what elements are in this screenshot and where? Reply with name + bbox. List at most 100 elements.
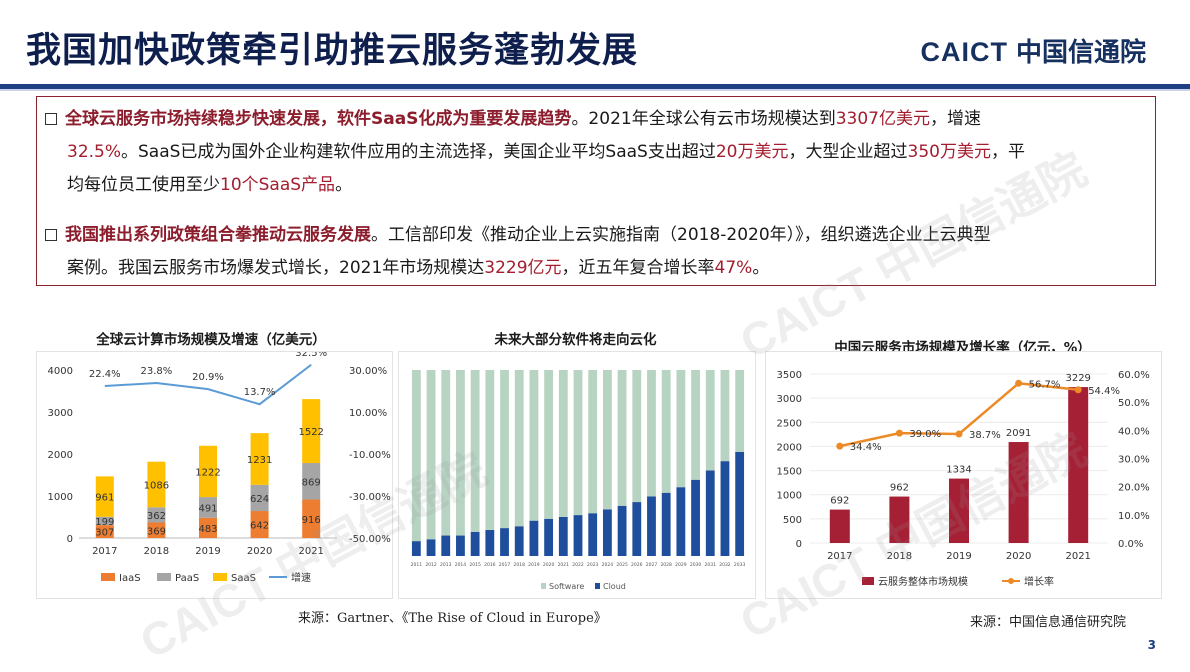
header-rule-light bbox=[0, 89, 1190, 91]
bar-segment-software bbox=[485, 370, 495, 530]
line-data-label: 32.5% bbox=[295, 352, 327, 359]
x-tick-label: 2023 bbox=[587, 562, 599, 568]
y-right-tick-label: 50.0% bbox=[1118, 398, 1150, 409]
x-tick-label: 2032 bbox=[719, 562, 731, 568]
bar-data-label: 1522 bbox=[298, 427, 323, 438]
bar-segment-cloud bbox=[426, 539, 436, 556]
x-tick-label: 2021 bbox=[558, 562, 570, 568]
legend-label: PaaS bbox=[175, 573, 199, 584]
chart2-panel: 2011 2012 2013 2014 2015 2016 2017 2018 2019 2020… bbox=[398, 351, 756, 599]
bar-segment-cloud bbox=[661, 492, 671, 556]
y-left-tick-label: 3000 bbox=[777, 394, 802, 405]
highlight-value: 10个SaaS产品 bbox=[220, 175, 336, 195]
legend-swatch bbox=[101, 573, 115, 581]
highlight-value: 350万美元 bbox=[907, 142, 991, 162]
bar-segment-software bbox=[661, 370, 671, 493]
bar-segment-saas bbox=[95, 476, 114, 517]
bar-segment-software bbox=[617, 370, 627, 506]
x-tick-label: 2017 bbox=[499, 562, 511, 568]
text-run: 均每位员工使用至少 bbox=[67, 175, 220, 195]
x-tick-label: 2021 bbox=[298, 546, 323, 557]
bar-data-label: 642 bbox=[250, 521, 269, 532]
bar-segment-iaas bbox=[199, 517, 217, 538]
bar bbox=[829, 509, 850, 543]
legend-label: 云服务整体市场规模 bbox=[878, 575, 968, 588]
growth-line bbox=[104, 363, 312, 406]
x-tick-label: 2018 bbox=[513, 562, 525, 568]
bar-segment-saas bbox=[147, 461, 166, 508]
bar-segment-cloud bbox=[676, 487, 686, 556]
x-tick-label: 2026 bbox=[631, 562, 643, 568]
legend-label: Cloud bbox=[603, 582, 626, 591]
y-right-tick-label: 0.0% bbox=[1118, 539, 1143, 550]
highlight-value: 47% bbox=[714, 258, 753, 278]
bar-segment-software bbox=[456, 370, 465, 536]
growth-rate-point bbox=[1074, 386, 1082, 394]
legend-swatch bbox=[595, 583, 600, 589]
bar-segment-software bbox=[720, 370, 730, 462]
y-left-tick-label: 2000 bbox=[777, 442, 802, 453]
line-data-label: 22.4% bbox=[89, 369, 121, 380]
bar-segment-software bbox=[441, 370, 451, 536]
x-tick-label: 2017 bbox=[827, 551, 852, 562]
line-data-label: 54.4% bbox=[1088, 386, 1120, 397]
bar-segment-software bbox=[691, 370, 700, 480]
bar-segment-cloud bbox=[485, 529, 495, 556]
bullet-2-headline: 我国推出系列政策组合拳推动云服务发展 bbox=[65, 225, 371, 245]
bar-data-label: 916 bbox=[302, 515, 321, 526]
legend-label: 增长率 bbox=[1024, 575, 1054, 588]
line-data-label: 23.8% bbox=[141, 366, 173, 377]
text-run: 。 bbox=[752, 258, 770, 278]
line-data-label: 34.4% bbox=[850, 442, 882, 453]
y-right-tick-label: 40.0% bbox=[1118, 426, 1150, 437]
bar-data-label: 1086 bbox=[144, 480, 169, 491]
x-tick-label: 2022 bbox=[572, 562, 584, 568]
y-left-tick-label: 1000 bbox=[48, 492, 73, 503]
legend-marker bbox=[1008, 578, 1014, 584]
bar-segment-software bbox=[514, 370, 524, 527]
bar-data-label: 199 bbox=[95, 517, 114, 528]
bar-segment-cloud bbox=[500, 528, 509, 556]
bar-segment-software bbox=[632, 370, 642, 503]
y-right-tick-label: -50.00% bbox=[349, 534, 391, 545]
global-cloud-chart: 0 1000 2000 3000 4000 -50.00% -30.00% -10.00% 10… bbox=[48, 348, 391, 584]
bar-data-label: 692 bbox=[830, 496, 849, 507]
legend-label: SaaS bbox=[231, 573, 256, 584]
x-tick-label: 2016 bbox=[484, 562, 496, 568]
y-left-tick-label: 3500 bbox=[777, 370, 802, 381]
chart2-title: 未来大部分软件将走向云化 bbox=[494, 332, 657, 348]
x-tick-label: 2018 bbox=[144, 546, 169, 557]
bar-segment-software bbox=[411, 370, 421, 542]
bar-data-label: 483 bbox=[198, 524, 217, 535]
bar-data-label: 1222 bbox=[195, 467, 220, 478]
source-right: 来源：中国信息通信研究院 bbox=[970, 615, 1127, 630]
growth-rate-point bbox=[1015, 379, 1023, 387]
bar-segment-software bbox=[558, 370, 568, 517]
bar-segment-cloud bbox=[632, 502, 642, 556]
y-left-tick-label: 3000 bbox=[48, 408, 73, 419]
bar-segment-paas bbox=[250, 484, 269, 512]
bar-segment-iaas bbox=[250, 511, 269, 538]
y-right-tick-label: 30.0% bbox=[1118, 455, 1150, 466]
y-right-tick-label: 10.0% bbox=[1118, 511, 1150, 522]
source-left: 来源：Gartner、《The Rise of Cloud in Europe》 bbox=[298, 611, 607, 626]
chart3-panel: 0 500 1000 1500 2000 2500 3000 3500 0.0% 10.0% 20.… bbox=[765, 351, 1162, 599]
x-tick-label: 2015 bbox=[469, 562, 481, 568]
x-tick-label: 2019 bbox=[528, 562, 540, 568]
bar-segment-cloud bbox=[691, 479, 700, 556]
text-run: 。工信部印发《推动企业上云实施指南（2018-2020年）》，组织遴选企业上云典… bbox=[371, 225, 991, 245]
bar-data-label: 307 bbox=[95, 528, 114, 539]
bar-segment-iaas bbox=[147, 522, 166, 538]
bar-segment-cloud bbox=[735, 451, 745, 556]
x-tick-label: 2033 bbox=[734, 562, 746, 568]
y-right-tick-label: 10.00% bbox=[349, 408, 387, 419]
x-tick-label: 2019 bbox=[946, 551, 971, 562]
bar-data-label: 369 bbox=[147, 526, 166, 537]
x-tick-label: 2028 bbox=[660, 562, 672, 568]
bar-segment-cloud bbox=[720, 461, 730, 556]
header-rule bbox=[0, 84, 1190, 89]
bar-segment-saas bbox=[302, 399, 321, 464]
bar-segment-paas bbox=[302, 463, 321, 500]
bar-segment-software bbox=[647, 370, 656, 497]
line-data-label: 13.7% bbox=[244, 387, 276, 398]
